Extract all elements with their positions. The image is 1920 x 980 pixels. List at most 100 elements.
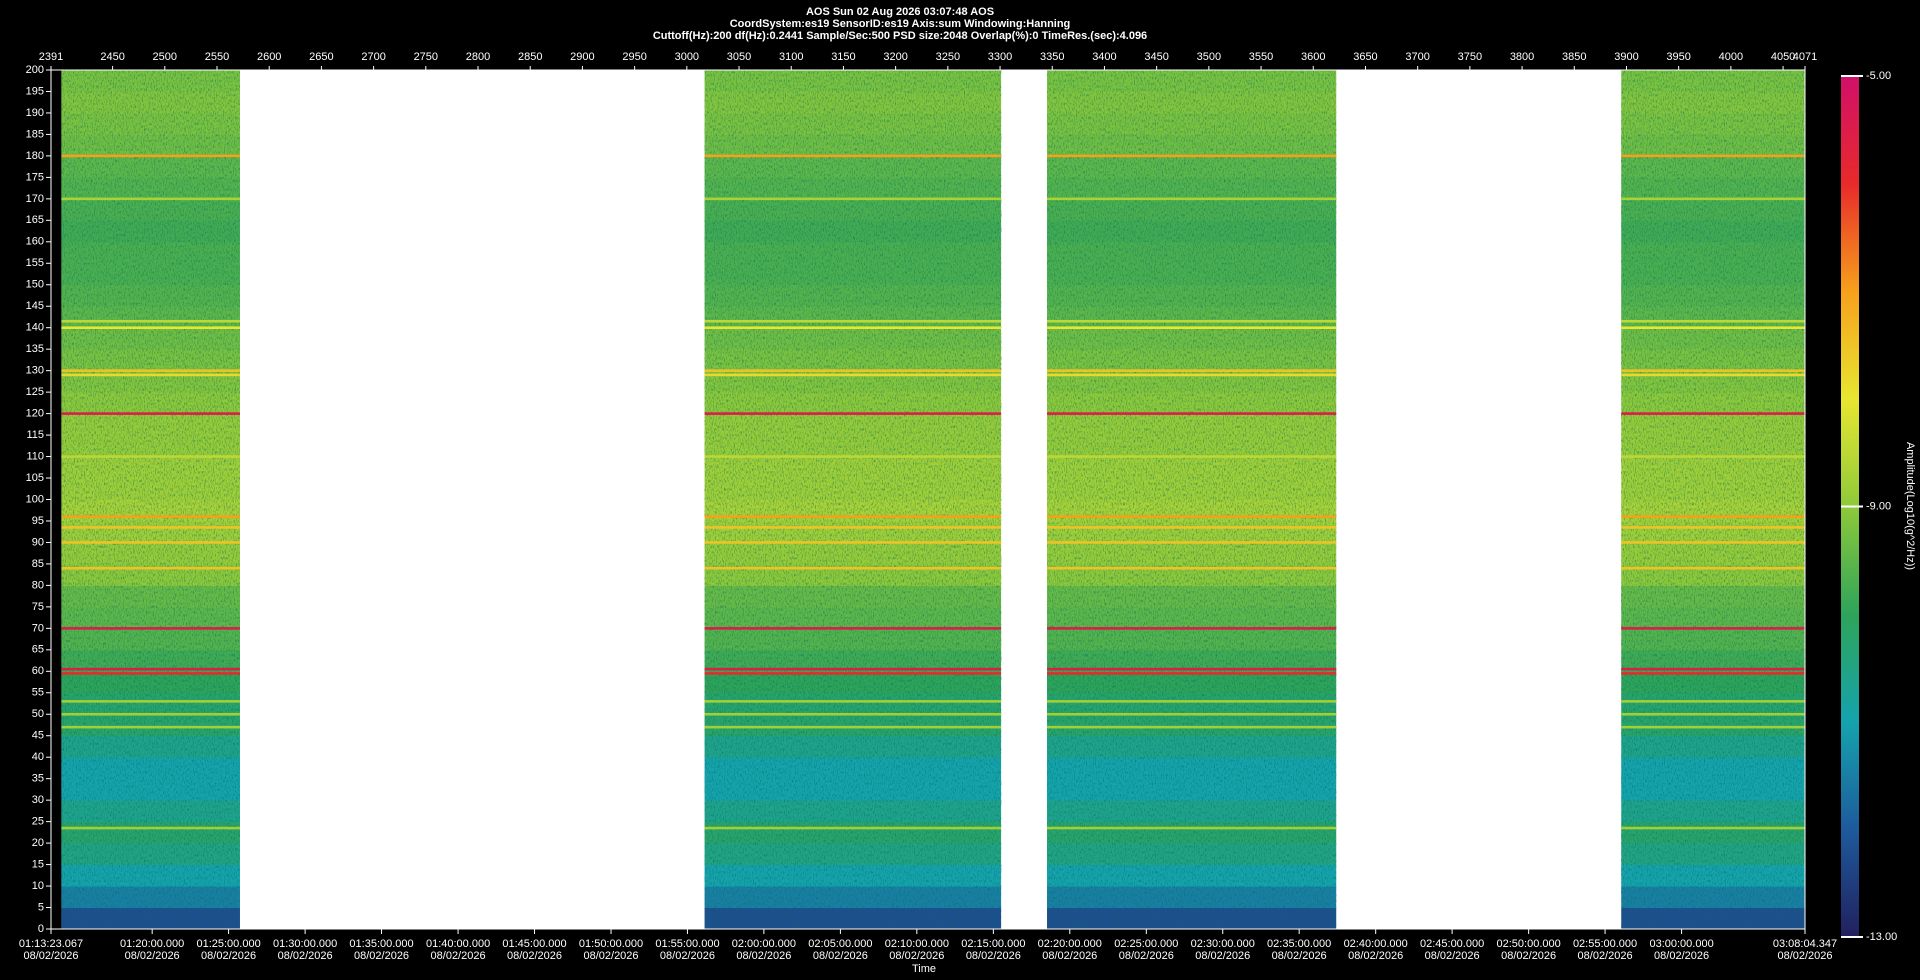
spectral-line [61,154,240,158]
y-tick-label: 50 [32,708,44,720]
spectral-line [61,667,240,671]
spectral-line [61,725,240,729]
spectral-line [1047,526,1337,529]
spectral-line [61,197,240,201]
date-label: 08/02/2026 [966,950,1021,962]
spectral-line [1621,725,1805,729]
y-tick-label: 175 [26,171,44,183]
date-label: 08/02/2026 [889,950,944,962]
spectral-line [61,700,240,703]
x-tick-label: 2700 [361,51,385,63]
date-label: 08/02/2026 [1654,950,1709,962]
spectral-line [61,826,240,830]
spectral-line [704,412,1002,415]
time-tick-label: 01:35:00.000 [349,938,413,950]
spectral-line [1621,319,1805,323]
colorbar-label: Amplitude(Log10(g^2/Hz)) [1904,442,1916,570]
spectral-line [1047,326,1337,329]
spectral-line [61,526,240,529]
spectral-line [1621,700,1805,703]
x-tick-label: 3200 [883,51,907,63]
spectral-line [704,700,1002,703]
date-label: 08/02/2026 [431,950,486,962]
x-tick-label: 3100 [779,51,803,63]
spectral-line [61,541,240,544]
spectral-line [1047,566,1337,570]
date-label: 08/02/2026 [813,950,868,962]
time-tick-label: 02:40:00.000 [1344,938,1408,950]
spectral-line [704,627,1002,630]
y-tick-label: 5 [38,901,44,913]
colorbar-tick-label: -13.00 [1866,931,1897,943]
y-tick-label: 120 [26,408,44,420]
x-tick-label: 2391 [39,51,63,63]
date-label: 08/02/2026 [201,950,256,962]
time-tick-label: 02:25:00.000 [1114,938,1178,950]
spectral-line [1047,515,1337,518]
y-tick-label: 40 [32,751,44,763]
spectral-line [1047,197,1337,201]
y-tick-label: 0 [38,923,44,935]
spectral-line [1621,154,1805,158]
spectral-line [1047,712,1337,716]
spectral-line [61,627,240,630]
spectral-line [704,826,1002,830]
spectral-line [1047,541,1337,544]
x-tick-label: 2850 [518,51,542,63]
y-tick-label: 80 [32,579,44,591]
y-tick-label: 30 [32,794,44,806]
y-tick-label: 170 [26,193,44,205]
noise-texture [61,70,240,929]
spectral-line [1621,526,1805,529]
spectral-line [1621,712,1805,716]
x-tick-label: 3250 [936,51,960,63]
y-tick-label: 160 [26,236,44,248]
y-tick-label: 65 [32,644,44,656]
y-tick-label: 105 [26,472,44,484]
y-tick-label: 20 [32,837,44,849]
y-tick-label: 35 [32,773,44,785]
x-tick-label: 3050 [727,51,751,63]
time-tick-label: 03:00:00.000 [1649,938,1713,950]
x-axis-label: Time [912,963,936,975]
date-label: 08/02/2026 [1425,950,1480,962]
spectral-line [704,154,1002,158]
time-tick-label: 01:55:00.000 [655,938,719,950]
spectral-line [1621,197,1805,201]
time-tick-label: 01:40:00.000 [426,938,490,950]
spectrogram-segment [1047,70,1337,930]
spectral-line [1047,667,1337,671]
y-tick-label: 195 [26,85,44,97]
spectral-line [61,319,240,323]
y-tick-label: 45 [32,730,44,742]
x-tick-label: 3500 [1197,51,1221,63]
time-tick-label: 02:50:00.000 [1497,938,1561,950]
spectral-line [1047,455,1337,458]
date-label: 08/02/2026 [1119,950,1174,962]
x-tick-label: 2600 [257,51,281,63]
spectral-line [1621,566,1805,570]
spectral-line [704,712,1002,716]
spectral-line [1621,326,1805,329]
time-tick-label: 02:10:00.000 [885,938,949,950]
spectral-line [1047,700,1337,703]
x-tick-label: 3750 [1458,51,1482,63]
time-tick-label: 02:45:00.000 [1420,938,1484,950]
x-tick-label: 4071 [1793,51,1817,63]
x-tick-label: 2550 [205,51,229,63]
y-tick-label: 180 [26,150,44,162]
x-tick-label: 2800 [466,51,490,63]
noise-texture [1621,70,1805,929]
y-tick-label: 135 [26,343,44,355]
y-tick-label: 185 [26,128,44,140]
spectrogram-segment [704,70,1002,930]
spectral-line [704,667,1002,671]
spectral-line [1621,373,1805,377]
x-tick-label: 3450 [1144,51,1168,63]
spectral-line [1047,154,1337,158]
spectral-line [1047,826,1337,830]
y-tick-label: 100 [26,493,44,505]
spectral-line [1621,412,1805,415]
spectral-line [1621,667,1805,671]
